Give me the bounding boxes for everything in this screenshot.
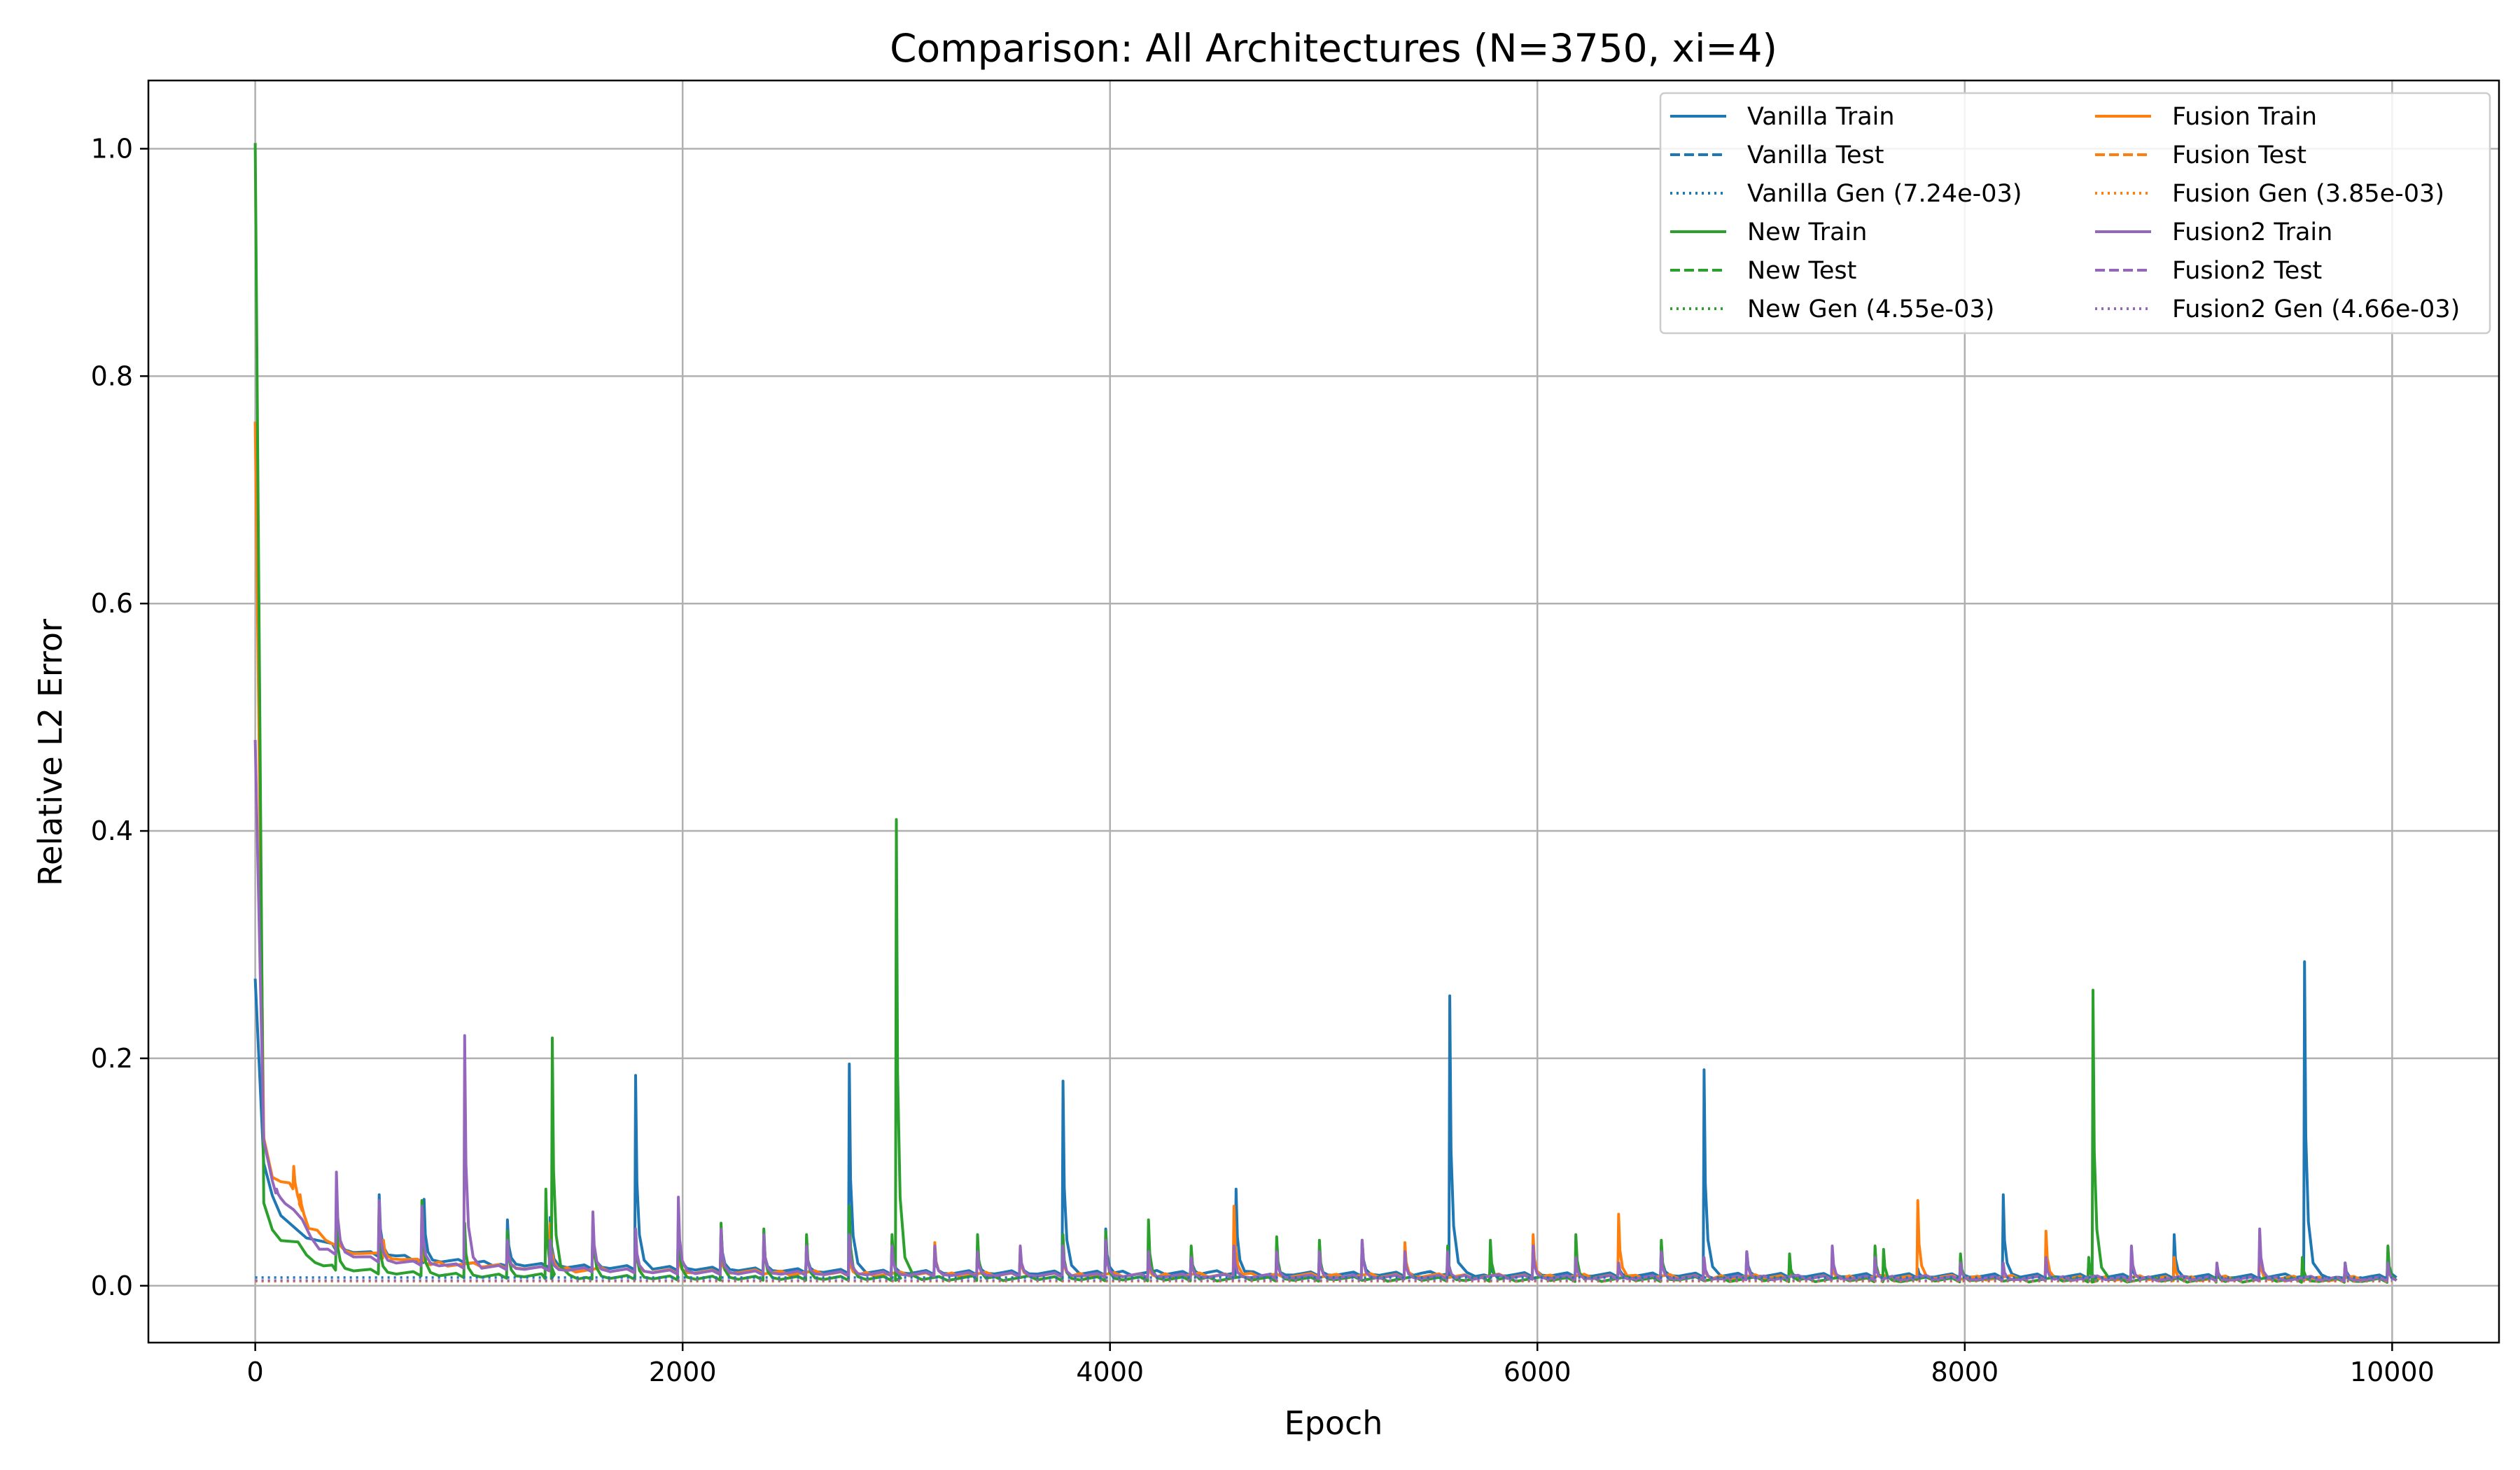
legend-label: New Train — [1747, 218, 1867, 246]
y-tick-label: 0.4 — [91, 816, 133, 846]
y-tick-label: 0.8 — [91, 360, 133, 391]
y-axis-title: Relative L2 Error — [31, 619, 69, 886]
grid-lines — [148, 80, 2499, 1343]
x-tick-label: 2000 — [649, 1357, 717, 1387]
legend-label: Fusion Gen (3.85e-03) — [2172, 180, 2444, 208]
legend-label: Fusion2 Gen (4.66e-03) — [2172, 295, 2460, 323]
x-tick-label: 8000 — [1931, 1357, 1998, 1387]
legend-label: Vanilla Test — [1747, 141, 1884, 169]
plot-series — [253, 143, 2398, 1284]
legend-label: Vanilla Gen (7.24e-03) — [1747, 180, 2022, 208]
x-tick-label: 6000 — [1504, 1357, 1572, 1387]
legend-label: Fusion Test — [2172, 141, 2306, 169]
axis-ticks: 0 2000 4000 6000 8000 10000 0.0 0.2 0.4 0.6 0.8 1.0 — [91, 133, 2435, 1387]
y-tick-label: 0.2 — [91, 1043, 133, 1074]
legend-label: New Gen (4.55e-03) — [1747, 295, 1994, 323]
x-tick-label: 10000 — [2350, 1357, 2435, 1387]
legend: Vanilla Train Vanilla Test Vanilla Gen (7.… — [1659, 92, 2491, 335]
y-tick-label: 0.6 — [91, 588, 133, 619]
x-tick-label: 4000 — [1076, 1357, 1144, 1387]
legend-label: Fusion2 Train — [2172, 218, 2332, 246]
x-axis-title: Epoch — [1284, 1404, 1383, 1442]
y-tick-label: 0.0 — [91, 1270, 133, 1301]
legend-label: Vanilla Train — [1747, 103, 1895, 131]
legend-box — [1659, 92, 2491, 335]
legend-label: New Test — [1747, 257, 1856, 285]
plot-area-frame — [147, 79, 2500, 1344]
x-tick-label: 0 — [247, 1357, 264, 1387]
chart-title: Comparison: All Architectures (N=3750, x… — [890, 26, 1777, 71]
legend-label: Fusion2 Test — [2172, 257, 2322, 285]
y-tick-label: 1.0 — [91, 133, 133, 164]
legend-label: Fusion Train — [2172, 103, 2317, 131]
